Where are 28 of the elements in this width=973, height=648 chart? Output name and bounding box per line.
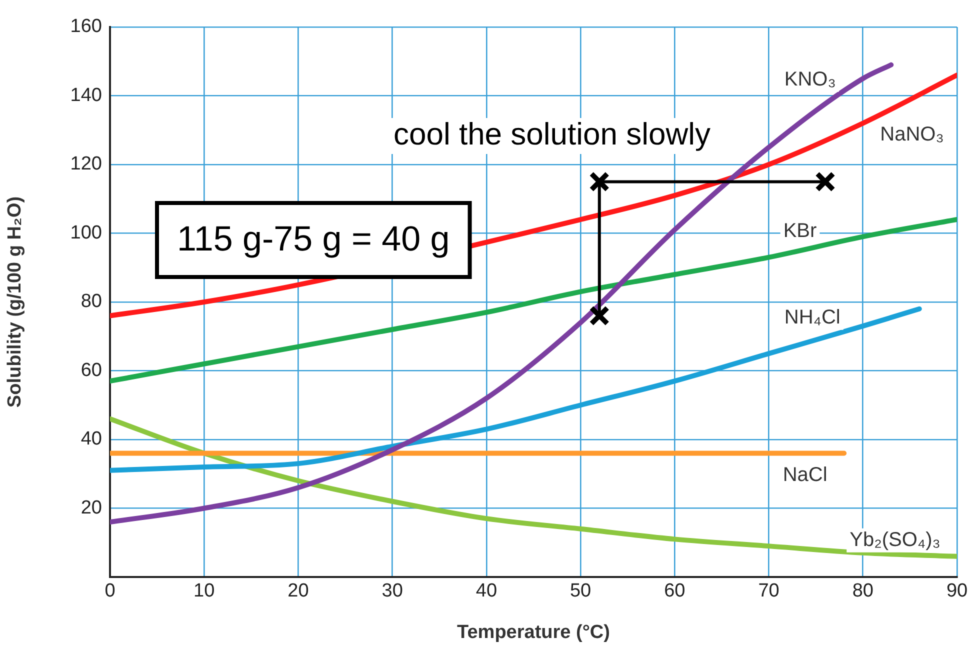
series-label: Yb₂(SO₄)₃: [850, 528, 940, 551]
x-tick-label: 60: [664, 580, 686, 602]
x-axis-title: Temperature (°C): [457, 622, 610, 643]
x-tick-label: 20: [288, 580, 309, 602]
series-label: KBr: [783, 220, 818, 242]
x-tick-label: 30: [382, 580, 403, 602]
y-tick-label: 160: [70, 16, 102, 38]
y-tick-label: 80: [80, 291, 102, 312]
y-tick-label: 60: [80, 360, 102, 381]
x-tick-label: 80: [852, 580, 874, 602]
y-axis-title: Solubility (g/100 g H₂O): [4, 196, 26, 408]
series-label: NaNO₃: [880, 124, 944, 146]
x-tick-label: 90: [946, 580, 968, 602]
x-tick-label: 0: [104, 580, 116, 602]
annotation: 115 g-75 g = 40 g: [177, 220, 450, 259]
series-label: NH₄Cl: [784, 306, 840, 328]
y-tick-label: 20: [80, 497, 102, 518]
series-label: KNO₃: [784, 68, 836, 90]
y-tick-label: 100: [70, 222, 102, 244]
x-tick-label: 10: [194, 580, 215, 602]
y-tick-label: 40: [80, 428, 102, 450]
series-label: NaCl: [782, 464, 828, 486]
x-tick-label: 40: [476, 580, 498, 602]
y-tick-label: 140: [70, 84, 102, 106]
y-tick-label: 120: [70, 154, 102, 175]
annotation: cool the solution slowly: [393, 116, 712, 152]
x-tick-label: 50: [570, 580, 592, 602]
x-tick-label: 70: [758, 580, 780, 602]
